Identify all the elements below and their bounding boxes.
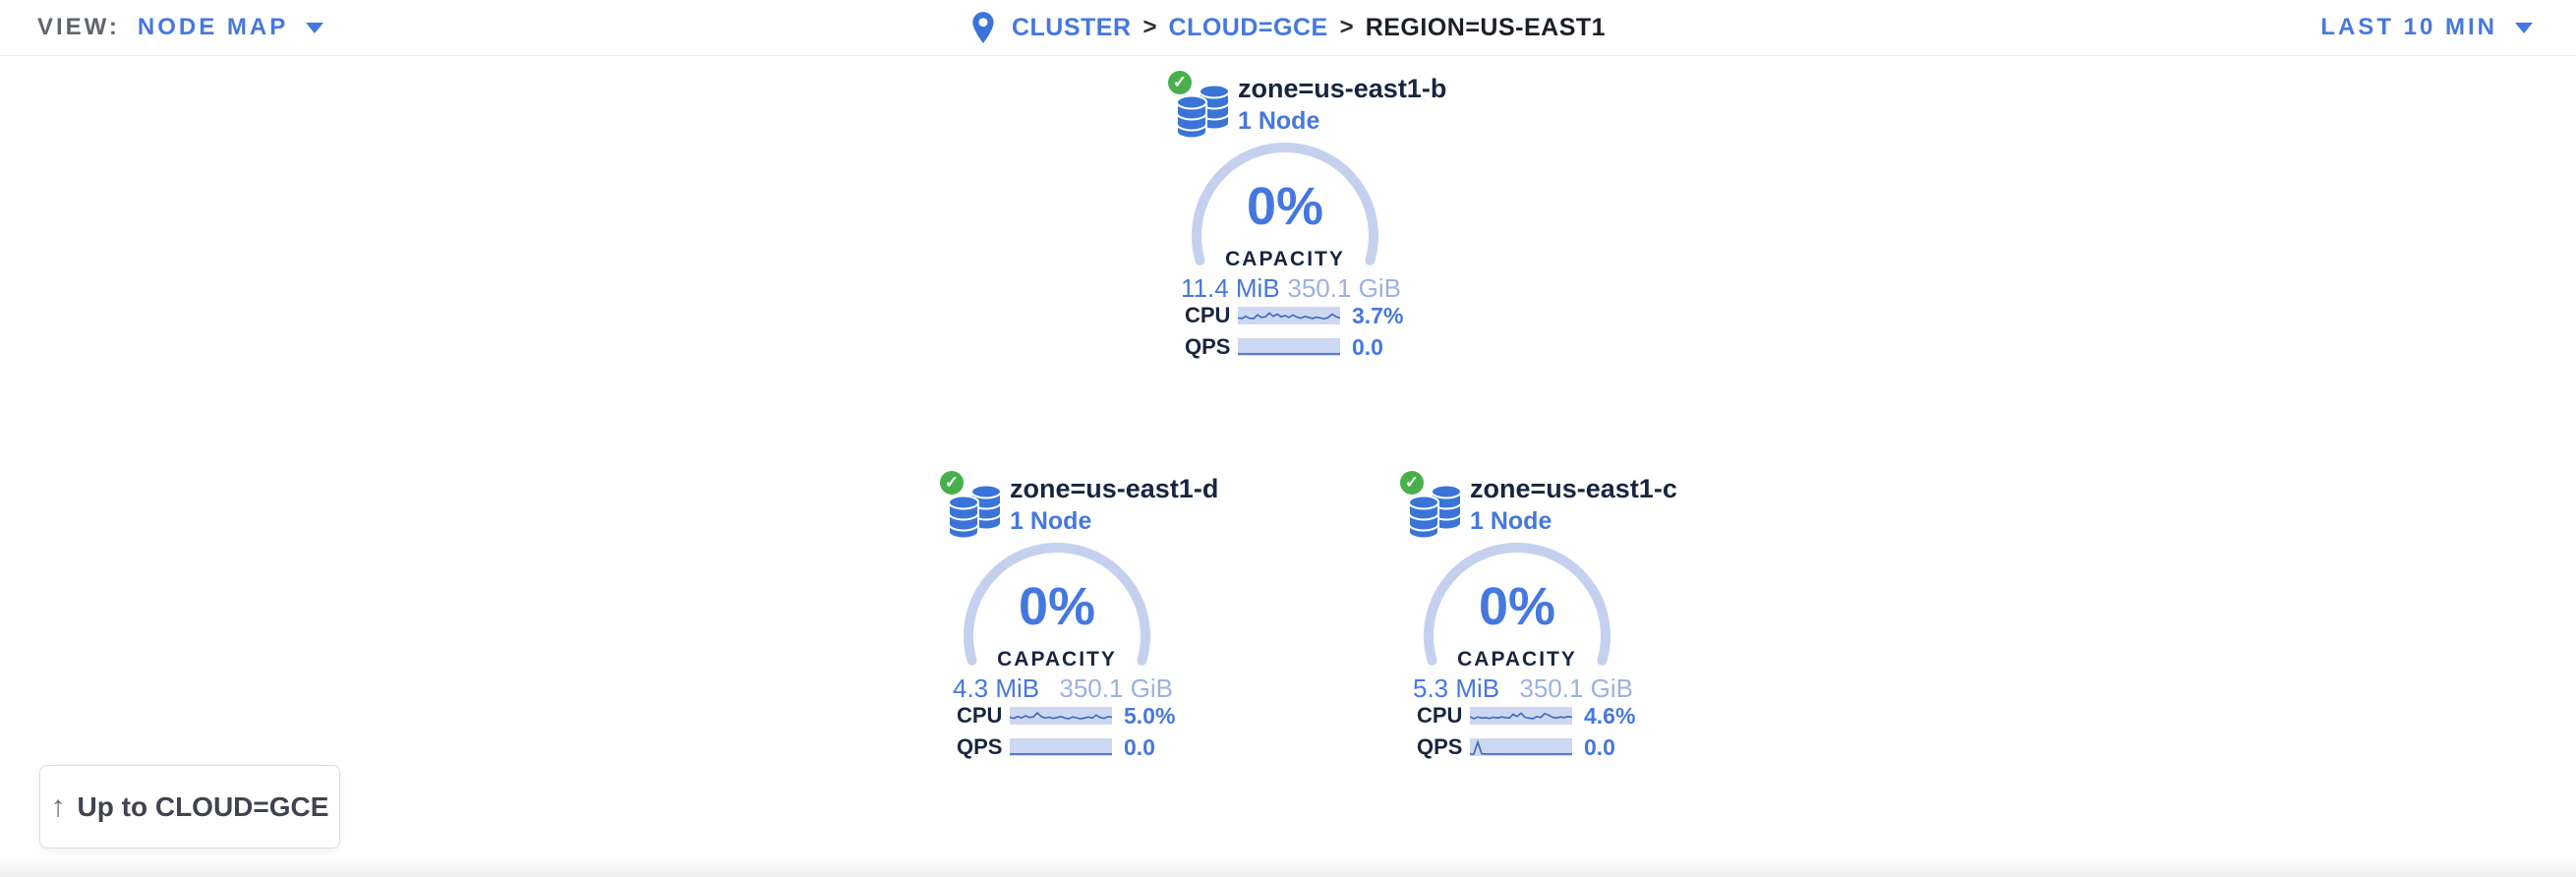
cpu-value: 4.6%: [1584, 702, 1636, 729]
capacity-total: 350.1 GiB: [1519, 673, 1633, 703]
qps-label: QPS: [1417, 734, 1463, 759]
zone-title: zone=us-east1-b: [1238, 74, 1447, 103]
zone-header: ✓ zone=us-east1-c 1 Node: [1397, 468, 1677, 540]
qps-sparkline: [1010, 738, 1112, 756]
capacity-usage-row: 5.3 MiB 350.1 GiB: [1413, 673, 1633, 704]
chevron-down-icon: [306, 22, 324, 33]
zone-card-us-east1-b[interactable]: ✓ zone=us-east1-b 1 Node: [1098, 66, 1472, 377]
capacity-gauge: 0% CAPACITY: [1419, 538, 1615, 734]
breadcrumb: CLUSTER > CLOUD=GCE > REGION=US-EAST1: [970, 0, 1606, 55]
database-stack-icon: [1176, 84, 1230, 140]
chevron-down-icon: [2515, 22, 2533, 33]
capacity-percent: 0%: [1478, 577, 1556, 636]
database-stack-icon: [1408, 484, 1462, 540]
capacity-total: 350.1 GiB: [1287, 273, 1401, 303]
zone-icon-wrap: ✓: [1397, 468, 1464, 540]
zone-header: ✓ zone=us-east1-d 1 Node: [937, 468, 1218, 540]
zone-text: zone=us-east1-d 1 Node: [1010, 472, 1218, 537]
capacity-percent: 0%: [1246, 177, 1324, 236]
database-stack-icon: [948, 484, 1002, 540]
zone-header: ✓ zone=us-east1-b 1 Node: [1165, 68, 1446, 140]
qps-label: QPS: [957, 734, 1003, 759]
capacity-label: CAPACITY: [1225, 248, 1345, 270]
zone-title: zone=us-east1-d: [1010, 474, 1219, 503]
cpu-metric-row: CPU 4.6%: [1417, 702, 1636, 729]
capacity-gauge: 0% CAPACITY: [959, 538, 1155, 734]
top-bar: VIEW: NODE MAP CLUSTER > CLOUD=GCE > REG…: [0, 0, 2576, 56]
zone-icon-wrap: ✓: [1165, 68, 1232, 140]
qps-value: 0.0: [1352, 333, 1383, 360]
zone-node-count: 1 Node: [1238, 107, 1320, 135]
cpu-sparkline: [1010, 707, 1112, 725]
healthy-check-icon: ✓: [937, 468, 966, 497]
qps-metric-row: QPS 0.0: [1185, 333, 1383, 360]
capacity-label: CAPACITY: [997, 648, 1117, 671]
up-to-parent-button[interactable]: ↑ Up to CLOUD=GCE: [39, 765, 340, 848]
capacity-gauge: 0% CAPACITY: [1187, 138, 1383, 334]
qps-sparkline: [1470, 738, 1572, 756]
view-value: NODE MAP: [137, 14, 289, 40]
capacity-percent: 0%: [1018, 577, 1096, 636]
cpu-value: 5.0%: [1124, 702, 1176, 729]
time-range-selector[interactable]: LAST 10 MIN: [2320, 0, 2533, 55]
up-button-label: Up to CLOUD=GCE: [77, 790, 329, 822]
breadcrumb-cluster[interactable]: CLUSTER: [1011, 13, 1132, 41]
capacity-usage-row: 11.4 MiB 350.1 GiB: [1181, 273, 1401, 304]
zone-node-count: 1 Node: [1010, 507, 1092, 535]
qps-sparkline: [1238, 338, 1340, 356]
cpu-value: 3.7%: [1352, 302, 1404, 328]
cpu-label: CPU: [957, 703, 1003, 728]
capacity-usage-row: 4.3 MiB 350.1 GiB: [953, 673, 1173, 704]
capacity-used: 4.3 MiB: [953, 673, 1040, 703]
breadcrumb-cloud-gce[interactable]: CLOUD=GCE: [1168, 13, 1328, 41]
cpu-metric-row: CPU 3.7%: [1185, 302, 1404, 328]
zone-text: zone=us-east1-c 1 Node: [1470, 472, 1677, 537]
map-pin-icon: [970, 11, 996, 44]
capacity-used: 11.4 MiB: [1181, 273, 1280, 303]
zone-title: zone=us-east1-c: [1470, 474, 1677, 503]
cpu-label: CPU: [1185, 303, 1231, 327]
qps-metric-row: QPS 0.0: [957, 733, 1155, 760]
capacity-used: 5.3 MiB: [1413, 673, 1500, 703]
zone-text: zone=us-east1-b 1 Node: [1238, 72, 1446, 137]
view-selector[interactable]: VIEW: NODE MAP: [37, 0, 324, 55]
breadcrumb-separator: >: [1339, 14, 1354, 40]
zone-node-count: 1 Node: [1470, 507, 1552, 535]
breadcrumb-current-region: REGION=US-EAST1: [1365, 13, 1607, 41]
capacity-label: CAPACITY: [1457, 648, 1577, 671]
time-range-label: LAST 10 MIN: [2320, 14, 2497, 40]
arrow-up-icon: ↑: [50, 789, 66, 823]
cpu-sparkline: [1470, 707, 1572, 725]
qps-metric-row: QPS 0.0: [1417, 733, 1615, 760]
zone-card-us-east1-c[interactable]: ✓ zone=us-east1-c 1 Node: [1330, 466, 1704, 777]
view-label: VIEW:: [37, 14, 120, 40]
cpu-label: CPU: [1417, 703, 1463, 728]
zone-card-us-east1-d[interactable]: ✓ zone=us-east1-d 1 Node: [870, 466, 1244, 777]
cpu-metric-row: CPU 5.0%: [957, 702, 1176, 729]
breadcrumb-separator: >: [1142, 14, 1157, 40]
healthy-check-icon: ✓: [1397, 468, 1427, 497]
qps-value: 0.0: [1584, 733, 1615, 760]
healthy-check-icon: ✓: [1165, 68, 1195, 97]
cpu-sparkline: [1238, 307, 1340, 324]
qps-label: QPS: [1185, 334, 1231, 359]
capacity-total: 350.1 GiB: [1059, 673, 1173, 703]
qps-value: 0.0: [1124, 733, 1155, 760]
zone-icon-wrap: ✓: [937, 468, 1004, 540]
bottom-fade: [0, 855, 2576, 877]
